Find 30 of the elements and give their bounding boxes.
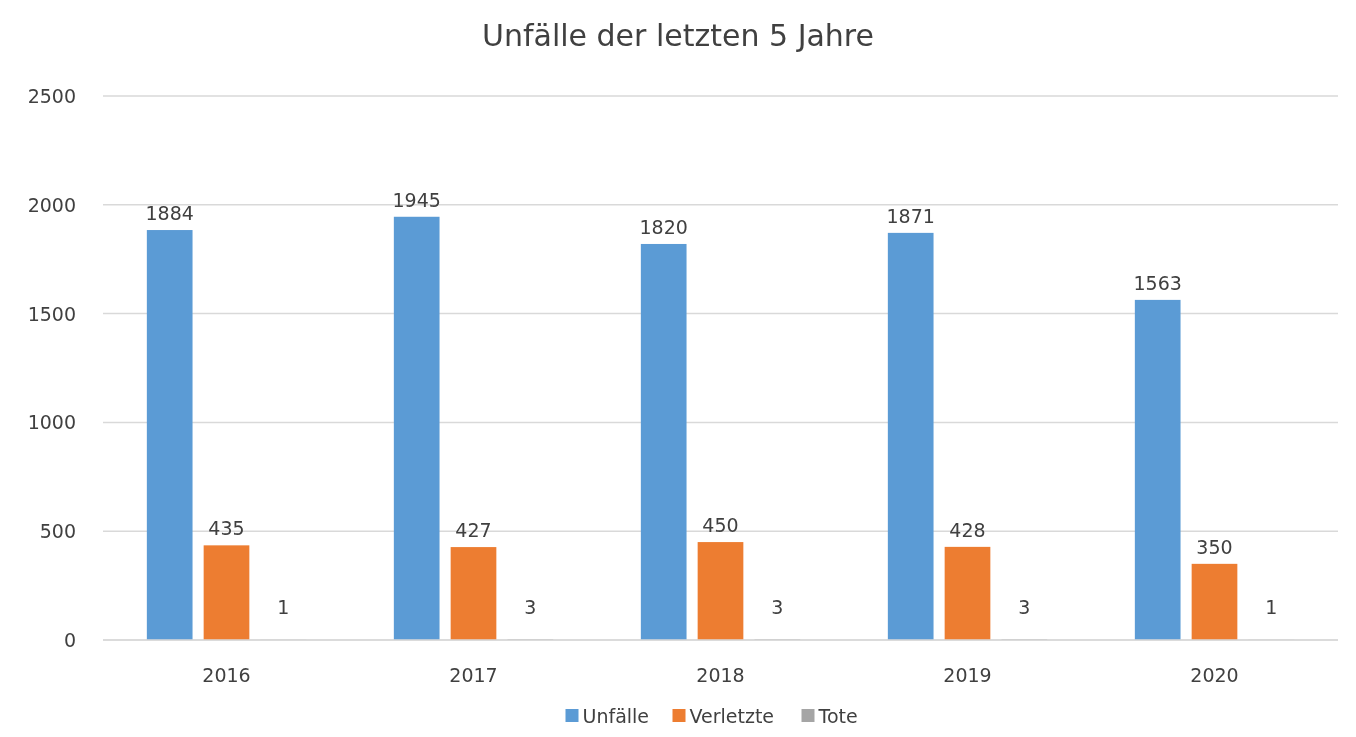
data-label: 3 [771, 596, 784, 618]
data-label: 1563 [1133, 271, 1182, 294]
legend-label: Verletzte [689, 705, 775, 727]
data-label: 450 [702, 514, 739, 537]
data-label: 427 [455, 519, 492, 542]
legend-label: Unfälle [582, 705, 650, 727]
y-tick-label: 2000 [27, 193, 76, 216]
x-tick-label: 2020 [1190, 664, 1239, 686]
x-tick-label: 2016 [202, 664, 251, 686]
x-tick-label: 2018 [696, 664, 745, 686]
data-label: 3 [524, 596, 537, 618]
data-label: 428 [949, 518, 986, 541]
y-tick-label: 500 [39, 520, 76, 543]
data-label: 1 [277, 596, 290, 618]
data-label: 1884 [145, 202, 194, 225]
x-tick-label: 2019 [943, 664, 992, 686]
data-label: 1945 [392, 188, 441, 211]
data-label: 1820 [639, 215, 688, 238]
data-label: 1 [1265, 596, 1278, 618]
y-tick-label: 0 [63, 629, 76, 651]
data-label: 435 [208, 517, 245, 540]
data-label: 1871 [886, 204, 935, 227]
y-tick-label: 1000 [27, 411, 76, 434]
x-tick-label: 2017 [449, 664, 498, 686]
legend-label: Tote [817, 705, 858, 727]
y-tick-label: 1500 [27, 302, 76, 325]
data-label: 3 [1018, 596, 1031, 618]
chart-title: Unfälle der letzten 5 Jahre [481, 18, 875, 53]
data-label: 350 [1196, 535, 1233, 558]
y-tick-label: 2500 [27, 85, 76, 107]
